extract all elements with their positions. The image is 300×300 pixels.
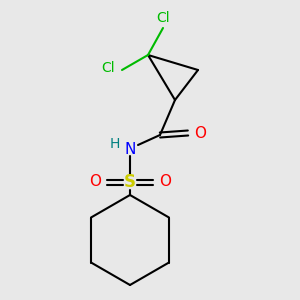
Text: O: O [194,125,206,140]
Text: S: S [124,173,136,191]
Text: Cl: Cl [156,11,170,25]
Text: H: H [110,137,120,151]
Text: Cl: Cl [101,61,115,75]
Text: O: O [89,175,101,190]
Text: O: O [159,175,171,190]
Text: N: N [124,142,136,158]
